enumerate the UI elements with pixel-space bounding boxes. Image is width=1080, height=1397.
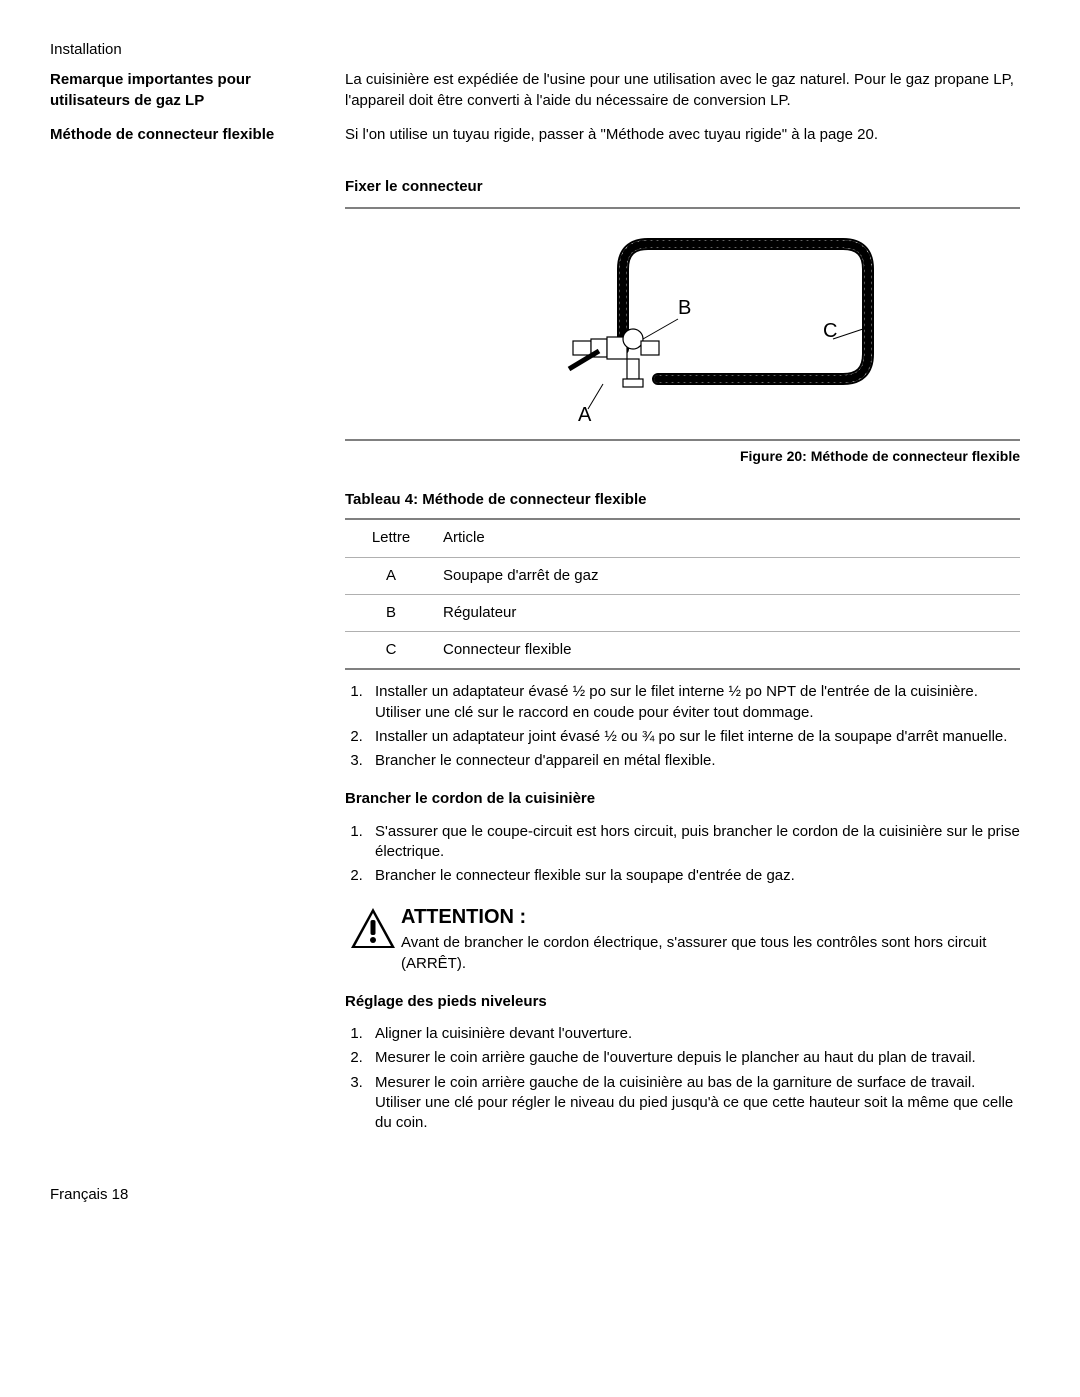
page-footer: Français 18	[50, 1185, 1020, 1205]
table-header-row: Lettre Article	[345, 519, 1020, 557]
th-article: Article	[437, 519, 1020, 557]
list-item: Aligner la cuisinière devant l'ouverture…	[367, 1024, 1020, 1044]
lp-note-label: Remarque importantes pour utilisateurs d…	[50, 70, 345, 111]
cell-article: Connecteur flexible	[437, 632, 1020, 670]
table-row: C Connecteur flexible	[345, 632, 1020, 670]
list-item: Brancher le connecteur d'appareil en mét…	[367, 751, 1020, 771]
cell-article: Soupape d'arrêt de gaz	[437, 557, 1020, 594]
figure-label-b: B	[678, 297, 691, 319]
cell-letter: A	[345, 557, 437, 594]
table-title: Tableau 4: Méthode de connecteur flexibl…	[345, 490, 1020, 510]
table-row: B Régulateur	[345, 594, 1020, 631]
leveling-steps-list: Aligner la cuisinière devant l'ouverture…	[345, 1024, 1020, 1133]
parts-table: Lettre Article A Soupape d'arrêt de gaz …	[345, 518, 1020, 670]
list-item: Brancher le connecteur flexible sur la s…	[367, 866, 1020, 886]
attention-text: Avant de brancher le cordon électrique, …	[401, 933, 1020, 974]
cell-letter: C	[345, 632, 437, 670]
th-letter: Lettre	[345, 519, 437, 557]
install-steps-list: Installer un adaptateur évasé ½ po sur l…	[345, 682, 1020, 771]
warning-icon	[345, 904, 401, 950]
attention-title: ATTENTION :	[401, 904, 1020, 931]
list-item: Mesurer le coin arrière gauche de l'ouve…	[367, 1048, 1020, 1068]
lp-note-block: Remarque importantes pour utilisateurs d…	[50, 70, 1020, 111]
list-item: Mesurer le coin arrière gauche de la cui…	[367, 1073, 1020, 1134]
fix-connector-heading: Fixer le connecteur	[345, 177, 1020, 197]
leveling-heading: Réglage des pieds niveleurs	[345, 992, 1020, 1012]
figure-connector: A B C	[345, 207, 1020, 441]
lp-note-text: La cuisinière est expédiée de l'usine po…	[345, 70, 1020, 111]
fix-connector-section: Fixer le connecteur	[50, 159, 1020, 1145]
figure-label-c: C	[823, 320, 837, 342]
flex-method-label: Méthode de connecteur flexible	[50, 125, 345, 145]
figure-caption: Figure 20: Méthode de connecteur flexibl…	[345, 447, 1020, 466]
list-item: Installer un adaptateur joint évasé ½ ou…	[367, 727, 1020, 747]
figure-label-a: A	[578, 404, 592, 426]
cell-letter: B	[345, 594, 437, 631]
flex-method-block: Méthode de connecteur flexible Si l'on u…	[50, 125, 1020, 145]
plug-heading: Brancher le cordon de la cuisinière	[345, 789, 1020, 809]
page-section-header: Installation	[50, 40, 1020, 60]
list-item: Installer un adaptateur évasé ½ po sur l…	[367, 682, 1020, 723]
attention-block: ATTENTION : Avant de brancher le cordon …	[345, 904, 1020, 974]
cell-article: Régulateur	[437, 594, 1020, 631]
plug-steps-list: S'assurer que le coupe-circuit est hors …	[345, 822, 1020, 887]
connector-diagram: A B C	[473, 219, 893, 429]
list-item: S'assurer que le coupe-circuit est hors …	[367, 822, 1020, 863]
flex-method-text: Si l'on utilise un tuyau rigide, passer …	[345, 125, 1020, 145]
table-row: A Soupape d'arrêt de gaz	[345, 557, 1020, 594]
